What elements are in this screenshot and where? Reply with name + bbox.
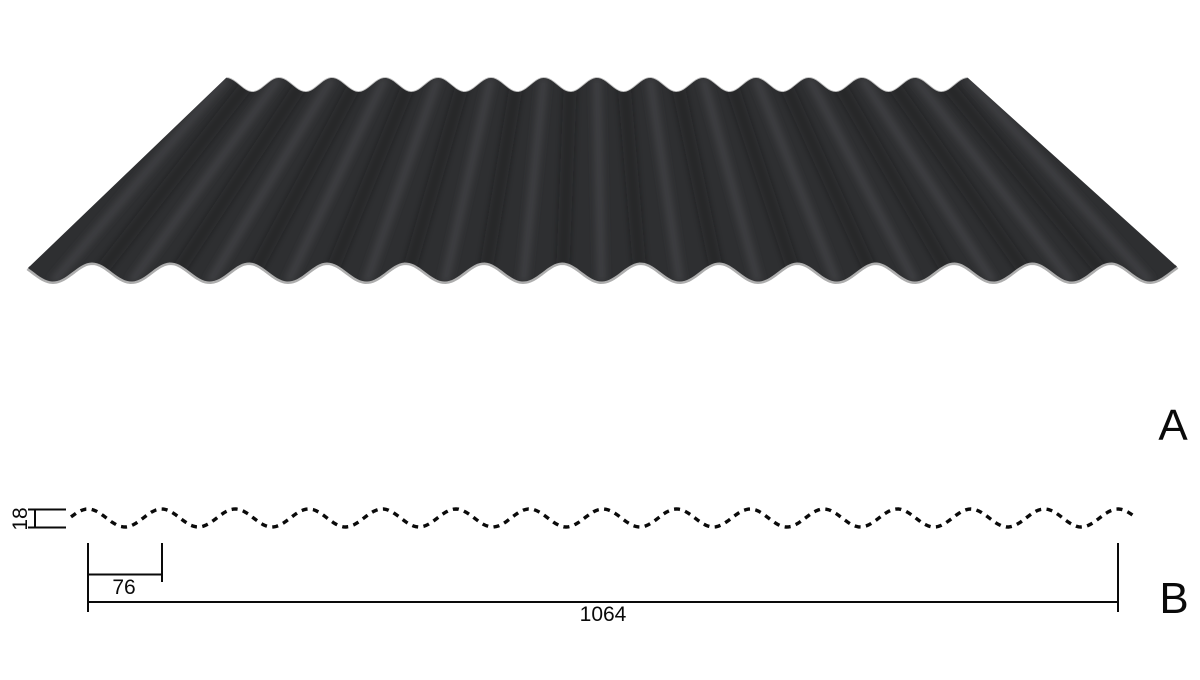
- corrugation-shade-line: [776, 78, 882, 282]
- corrugation-shade-line: [829, 78, 960, 282]
- corrugation-shade-line: [645, 78, 685, 282]
- corrugation-shade-line: [617, 78, 648, 282]
- corrugation-shade-line: [165, 78, 311, 282]
- corrugation-shade-line: [477, 78, 524, 282]
- corrugation-shade-line: [723, 78, 804, 282]
- height-dim-value: 18: [9, 507, 32, 530]
- corrugation-shade-line: [518, 78, 549, 282]
- corrugation-shade-line: [883, 78, 1038, 282]
- corrugation-shade-line: [321, 78, 418, 282]
- corrugation-shade-line: [243, 78, 365, 282]
- corrugation-shade-line: [670, 78, 726, 282]
- corrugation-shade-line: [399, 78, 471, 282]
- corrugation-shade-line: [127, 78, 283, 282]
- corrugation-shade-line: [49, 78, 230, 282]
- corrugation-shade-line: [911, 78, 1076, 282]
- view-label-b: B: [1159, 574, 1188, 623]
- corrugation-shade-line: [87, 78, 258, 282]
- corrugation-shade-line: [205, 78, 336, 282]
- corrugation-shade-line: [751, 78, 841, 282]
- dimension-profile-height: 18: [9, 507, 66, 531]
- corrugation-shade-line: [555, 78, 577, 282]
- width-dim-value: 1064: [580, 603, 627, 626]
- sheet-3d-view: [26, 77, 1179, 284]
- corrugation-shade-line: [592, 78, 606, 282]
- view-label-a: A: [1158, 401, 1188, 450]
- pitch-dim-value: 76: [112, 576, 135, 599]
- dimension-pitch: 76: [87, 543, 163, 612]
- profile-wave-dashed-line: [70, 507, 1138, 529]
- corrugation-shade-line: [362, 78, 443, 282]
- corrugation-shade-line: [284, 78, 390, 282]
- corrugation-shade-line: [936, 78, 1116, 282]
- corrugation-shade-line: [858, 78, 998, 282]
- dimension-total-width: 1064: [88, 543, 1119, 626]
- corrugation-shade-line: [964, 78, 1154, 282]
- profile-cross-section: 18 76 1064: [9, 507, 1138, 626]
- corrugation-shade-line: [440, 78, 496, 282]
- sheet-corrugation-shading: [49, 78, 1154, 282]
- corrugation-shade-line: [698, 78, 763, 282]
- corrugation-shade-line: [805, 78, 919, 282]
